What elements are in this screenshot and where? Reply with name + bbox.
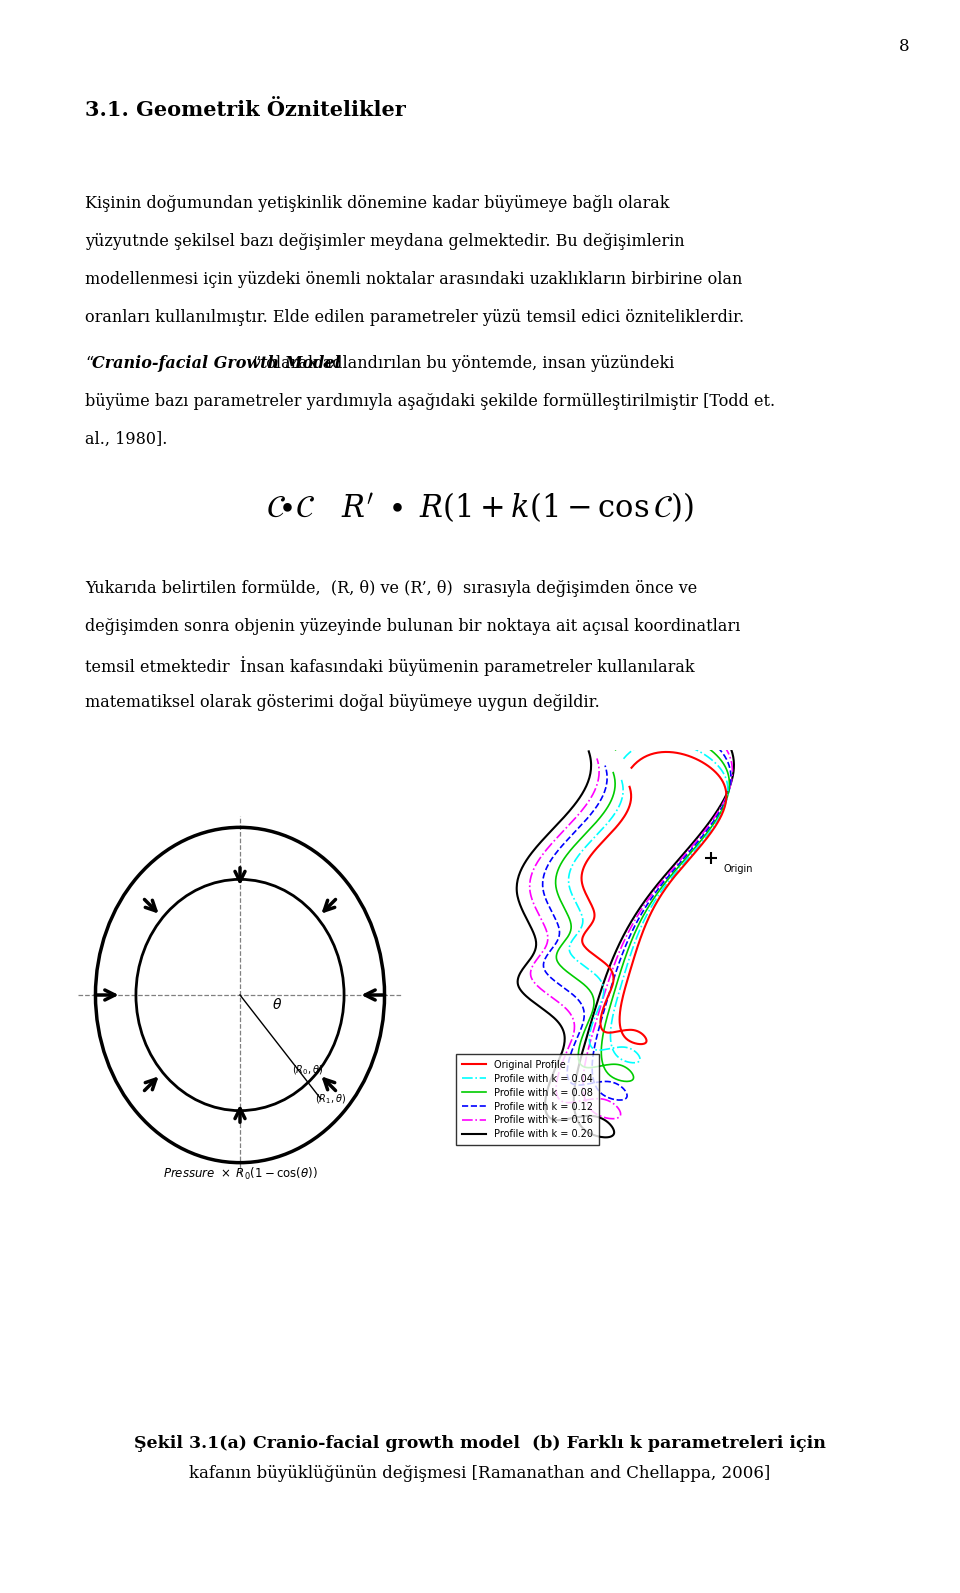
Text: değişimden sonra objenin yüzeyinde bulunan bir noktaya ait açısal koordinatları: değişimden sonra objenin yüzeyinde bulun… (85, 618, 740, 636)
Text: $\mathcal{C}\!\!\bullet\!\mathcal{C}$$\quad R^{\prime}\ \bullet\ R(1+k(1-\cos \m: $\mathcal{C}\!\!\bullet\!\mathcal{C}$$\q… (266, 491, 694, 524)
Text: matematiksel olarak gösterimi doğal büyümeye uygun değildir.: matematiksel olarak gösterimi doğal büyü… (85, 695, 600, 710)
Text: Cranio-facial Growth Model: Cranio-facial Growth Model (92, 355, 341, 373)
Text: ” olarak adlandırılan bu yöntemde, insan yüzündeki: ” olarak adlandırılan bu yöntemde, insan… (253, 355, 675, 373)
Legend: Original Profile, Profile with k = 0.04, Profile with k = 0.08, Profile with k =: Original Profile, Profile with k = 0.04,… (456, 1055, 599, 1145)
Text: $(R_0,\theta)$: $(R_0,\theta)$ (292, 1063, 324, 1077)
Text: 3.1. Geometrik Öznitelikler: 3.1. Geometrik Öznitelikler (85, 100, 406, 119)
Text: “: “ (85, 355, 93, 373)
Text: Şekil 3.1(a) Cranio-facial growth model  (b) Farklı k parametreleri için: Şekil 3.1(a) Cranio-facial growth model … (134, 1435, 826, 1451)
Text: $(R_1,\theta)$: $(R_1,\theta)$ (315, 1093, 347, 1106)
Text: oranları kullanılmıştır. Elde edilen parametreler yüzü temsil edici öznitelikler: oranları kullanılmıştır. Elde edilen par… (85, 309, 744, 327)
Text: $\theta$: $\theta$ (272, 997, 282, 1013)
Text: büyüme bazı parametreler yardımıyla aşağıdaki şekilde formülleştirilmiştir [Todd: büyüme bazı parametreler yardımıyla aşağ… (85, 393, 775, 409)
Text: modellenmesi için yüzdeki önemli noktalar arasındaki uzaklıkların birbirine olan: modellenmesi için yüzdeki önemli noktala… (85, 271, 742, 288)
Text: kafanın büyüklüğünün değişmesi [Ramanathan and Chellappa, 2006]: kafanın büyüklüğünün değişmesi [Ramanath… (189, 1466, 771, 1481)
Text: 8: 8 (900, 38, 910, 56)
Text: temsil etmektedir  İnsan kafasındaki büyümenin parametreler kullanılarak: temsil etmektedir İnsan kafasındaki büyü… (85, 656, 695, 675)
Text: $Pressure\ \times\ R_0(1-\cos(\theta))$: $Pressure\ \times\ R_0(1-\cos(\theta))$ (162, 1166, 318, 1182)
Text: Origin: Origin (723, 863, 753, 875)
Text: Yukarıda belirtilen formülde,  (R, θ) ve (R’, θ)  sırasıyla değişimden önce ve: Yukarıda belirtilen formülde, (R, θ) ve … (85, 580, 697, 597)
Text: Kişinin doğumundan yetişkinlik dönemine kadar büyümeye bağlı olarak: Kişinin doğumundan yetişkinlik dönemine … (85, 194, 669, 212)
Text: yüzyutnde şekilsel bazı değişimler meydana gelmektedir. Bu değişimlerin: yüzyutnde şekilsel bazı değişimler meyda… (85, 233, 684, 250)
Text: al., 1980].: al., 1980]. (85, 432, 167, 448)
